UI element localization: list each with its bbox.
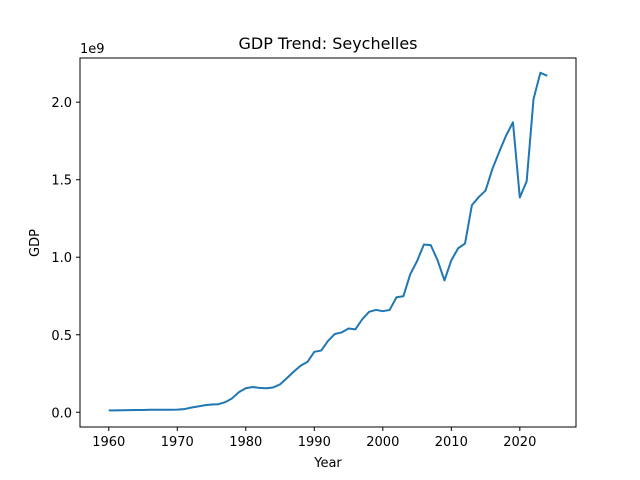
x-tick-label: 2010 bbox=[435, 435, 468, 450]
y-axis: 0.0 0.5 1.0 1.5 2.0 bbox=[51, 96, 80, 421]
x-axis: 1960 1970 1980 1990 2000 2010 2020 bbox=[92, 427, 536, 450]
x-tick-label: 1970 bbox=[161, 435, 194, 450]
chart-title: GDP Trend: Seychelles bbox=[238, 34, 417, 53]
x-tick-label: 2020 bbox=[503, 435, 536, 450]
y-tick-label: 0.5 bbox=[51, 329, 72, 344]
y-axis-label: GDP bbox=[28, 229, 43, 257]
x-tick-label: 1990 bbox=[298, 435, 331, 450]
gdp-series-line bbox=[108, 71, 548, 412]
y-tick-label: 0.0 bbox=[51, 406, 72, 421]
x-tick-label: 2000 bbox=[366, 435, 399, 450]
y-tick-label: 1.5 bbox=[51, 174, 72, 189]
x-tick-label: 1980 bbox=[229, 435, 262, 450]
x-tick-label: 1960 bbox=[92, 435, 125, 450]
y-offset-label: 1e9 bbox=[80, 42, 105, 57]
x-axis-label: Year bbox=[313, 456, 342, 471]
plot-frame bbox=[79, 57, 577, 428]
plot-area: 1960 1970 1980 1990 2000 2010 2020 0.0 0.5 1.0 1.… bbox=[51, 57, 577, 450]
y-tick-label: 1.0 bbox=[51, 251, 72, 266]
y-tick-label: 2.0 bbox=[51, 96, 72, 111]
